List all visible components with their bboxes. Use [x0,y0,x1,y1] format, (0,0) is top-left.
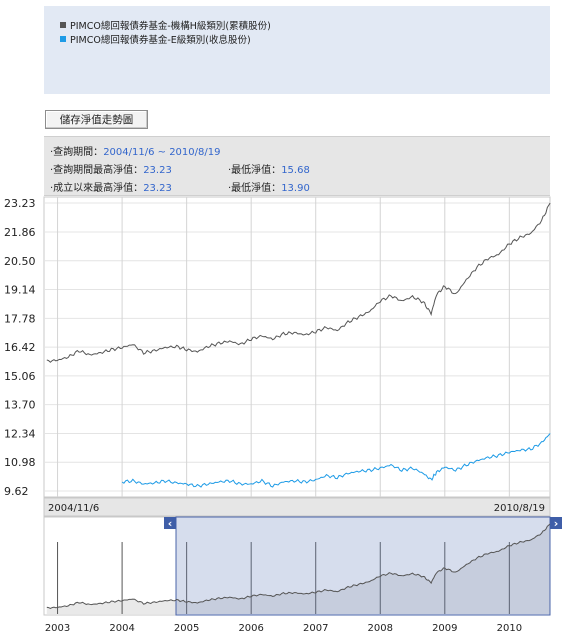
navigator-year-label: 2008 [368,623,393,634]
left-handle-box[interactable] [164,517,176,529]
navigator-line [46,523,551,609]
navigator-year-label: 2006 [238,623,263,634]
navigator-selection-window[interactable] [175,516,551,616]
navigator-area [46,523,551,614]
y-tick-labels: 23.23 21.86 20.50 19.14 17.78 16.42 15.06 13.70… [4,197,36,498]
alltime-high-row: ‧成立以來最高淨值：23.23 [50,179,172,194]
navigator-right-handle[interactable]: › [550,517,562,530]
alltime-low-row: ‧最低淨值：13.90 [228,179,310,194]
period-value: 2004/11/6 ~ 2010/8/19 [103,147,221,158]
legend-panel: PIMCO總回報債券基金-機構H級類別(累積股份) PIMCO總回報債券基金-E… [44,6,550,94]
navigator-year-label: 2007 [303,623,328,634]
y-tick-label: 9.62 [4,485,29,498]
y-tick-label: 13.70 [4,399,36,412]
period-row: ‧查詢期間：2004/11/6 ~ 2010/8/19 [50,143,220,158]
save-chart-button[interactable]: 儲存淨值走勢圖 [45,110,148,129]
alltime-high-label: ‧成立以來最高淨值： [50,183,144,194]
navigator-year-label: 2009 [432,623,457,634]
y-gridlines [44,202,550,492]
series-line-e-class [121,433,551,488]
legend-item-h-class: PIMCO總回報債券基金-機構H級類別(累積股份) [60,18,271,32]
alltime-low-label: ‧最低淨值： [228,183,282,194]
chevron-left-icon: ‹ [168,517,173,530]
period-high-label: ‧查詢期間最高淨值： [50,165,144,176]
right-handle-box[interactable] [550,517,562,529]
legend-swatch-blue [60,36,66,42]
range-end-label: 2010/8/19 [494,503,545,514]
info-panel: ‧查詢期間：2004/11/6 ~ 2010/8/19 ‧查詢期間最高淨值：23… [44,136,550,196]
period-high-value: 23.23 [143,165,172,176]
period-low-label: ‧最低淨值： [228,165,282,176]
navigator-left-handle[interactable]: ‹ [164,517,176,530]
y-tick-label: 12.34 [4,427,36,440]
y-tick-label: 10.98 [4,456,36,469]
navigator-year-label: 2005 [174,623,199,634]
y-tick-label: 16.42 [4,341,36,354]
period-high-row: ‧查詢期間最高淨值：23.23 [50,161,172,176]
navigator-year-label: 2010 [497,623,522,634]
navigator-year-label: 2004 [109,623,134,634]
navigator-year-ticks [57,542,510,614]
legend-label: PIMCO總回報債券基金-機構H級類別(累積股份) [70,21,271,32]
y-tick-label: 17.78 [4,312,36,325]
legend-item-e-class: PIMCO總回報債券基金-E級類別(收息股份) [60,32,251,46]
alltime-high-value: 23.23 [143,183,172,194]
navigator-year-labels: 2003 2004 2005 2006 2007 2008 2009 2010 [45,623,522,634]
chevron-right-icon: › [554,517,559,530]
legend-swatch-gray [60,22,66,28]
date-range-bar [43,497,551,517]
y-tick-label: 20.50 [4,255,36,268]
alltime-low-value: 13.90 [281,183,310,194]
x-gridlines [57,197,510,497]
period-label: ‧查詢期間： [50,147,104,158]
y-tick-label: 19.14 [4,284,36,297]
y-tick-label: 23.23 [4,197,36,210]
range-start-label: 2004/11/6 [48,503,99,514]
period-low-row: ‧最低淨值：15.68 [228,161,310,176]
series-line-h-class [46,202,551,363]
period-low-value: 15.68 [281,165,310,176]
navigator-year-label: 2003 [45,623,70,634]
y-tick-label: 15.06 [4,370,36,383]
y-tick-label: 21.86 [4,226,36,239]
legend-label: PIMCO總回報債券基金-E級類別(收息股份) [70,35,251,46]
